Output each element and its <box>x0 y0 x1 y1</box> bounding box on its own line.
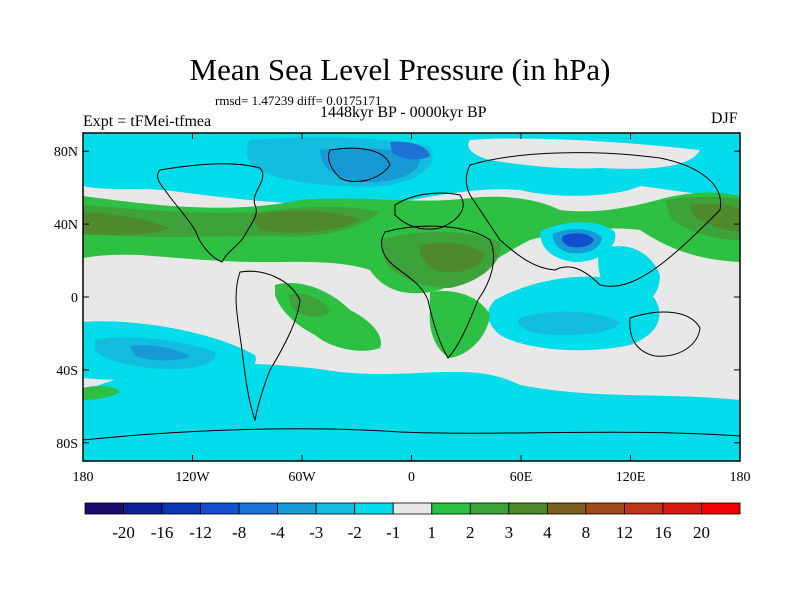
coastlines <box>83 147 740 441</box>
west-pacific-anomaly <box>598 246 660 305</box>
chart-title: Mean Sea Level Pressure (in hPa) <box>189 52 611 87</box>
colorbar-swatch <box>624 502 664 515</box>
colorbar-swatch <box>585 502 625 515</box>
colorbar-swatch <box>469 502 510 515</box>
antarctica-outline <box>83 428 740 441</box>
x-tick-label: 60W <box>288 470 316 485</box>
colorbar-label: -4 <box>271 523 286 542</box>
south-america-outline <box>235 270 301 422</box>
y-tick-label: 80N <box>54 145 78 160</box>
colorbar-swatch <box>508 502 548 515</box>
x-tick-label: 60E <box>510 470 533 485</box>
colorbar-label: 4 <box>543 523 552 542</box>
y-tick-label: 40S <box>56 364 78 379</box>
colorbar-label: 3 <box>505 523 514 542</box>
colorbar-label: 16 <box>654 523 671 542</box>
colorbar: -20 -16 -12 -8 -4 -3 -2 -1 1 2 3 4 8 12 16 20 <box>84 502 741 542</box>
south-america-high-core <box>288 293 330 317</box>
tibetan-low-core <box>562 233 594 248</box>
x-tick-label: 180 <box>730 470 751 485</box>
colorbar-label: -12 <box>189 523 212 542</box>
colorbar-swatch <box>123 502 163 515</box>
colorbar-swatch <box>701 502 741 515</box>
colorbar-label: 2 <box>466 523 475 542</box>
y-tick-label: 80S <box>56 437 78 452</box>
indian-ocean-core <box>518 311 620 336</box>
colorbar-swatch <box>200 502 240 515</box>
greenland-outline <box>327 147 391 182</box>
colorbar-swatch <box>315 502 356 515</box>
africa-outline <box>381 225 495 359</box>
atlantic-high-core-2 <box>250 210 360 233</box>
colorbar-swatch <box>277 502 317 515</box>
europe-outline <box>394 192 464 230</box>
y-tick-label: 40N <box>54 218 78 233</box>
nw-pacific-high-core <box>690 203 740 232</box>
map-plot-area <box>82 132 741 462</box>
colorbar-label: -1 <box>386 523 400 542</box>
colorbar-label: -2 <box>348 523 362 542</box>
colorbar-swatch <box>84 502 124 515</box>
africa-high-core <box>419 242 485 273</box>
rmsd-stats: rmsd= 1.47239 diff= 0.0175171 <box>215 93 382 108</box>
colorbar-label: 12 <box>616 523 633 542</box>
colorbar-label: -20 <box>112 523 135 542</box>
colorbar-swatch <box>238 502 279 515</box>
experiment-label: Expt = tFMei-tfmea <box>83 113 212 130</box>
colorbar-swatch <box>662 502 702 515</box>
arctic-neutral-patch <box>468 138 700 169</box>
colorbar-swatch <box>546 502 587 515</box>
south-pacific-deep <box>130 345 190 361</box>
x-axis: 180 120W 60W 0 60E 120E 180 <box>73 133 751 485</box>
south-atlantic-high <box>83 385 120 400</box>
arctic-low-deep <box>390 141 430 160</box>
colorbar-label: 20 <box>693 523 710 542</box>
season-label: DJF <box>711 110 738 127</box>
y-tick-label: 0 <box>71 291 78 306</box>
x-tick-label: 0 <box>408 470 415 485</box>
asia-outline <box>465 152 722 287</box>
colorbar-swatch <box>392 502 433 515</box>
time-period: 1448kyr BP - 0000kyr BP <box>320 104 487 121</box>
colorbar-swatch <box>161 502 201 515</box>
x-tick-label: 120W <box>175 470 210 485</box>
colorbar-label: 8 <box>582 523 591 542</box>
x-tick-label: 180 <box>73 470 94 485</box>
colorbar-label: 1 <box>428 523 437 542</box>
x-tick-label: 120E <box>616 470 646 485</box>
australia-outline <box>629 311 701 357</box>
colorbar-swatch <box>431 502 471 515</box>
atlantic-high-core <box>83 212 170 236</box>
y-axis: 80N 40N 0 40S 80S <box>54 145 740 452</box>
colorbar-label: -8 <box>232 523 246 542</box>
colorbar-swatch <box>354 502 394 515</box>
greenland-low-core <box>320 148 420 183</box>
colorbar-label: -3 <box>309 523 323 542</box>
colorbar-label: -16 <box>151 523 174 542</box>
north-america-outline <box>157 163 264 263</box>
